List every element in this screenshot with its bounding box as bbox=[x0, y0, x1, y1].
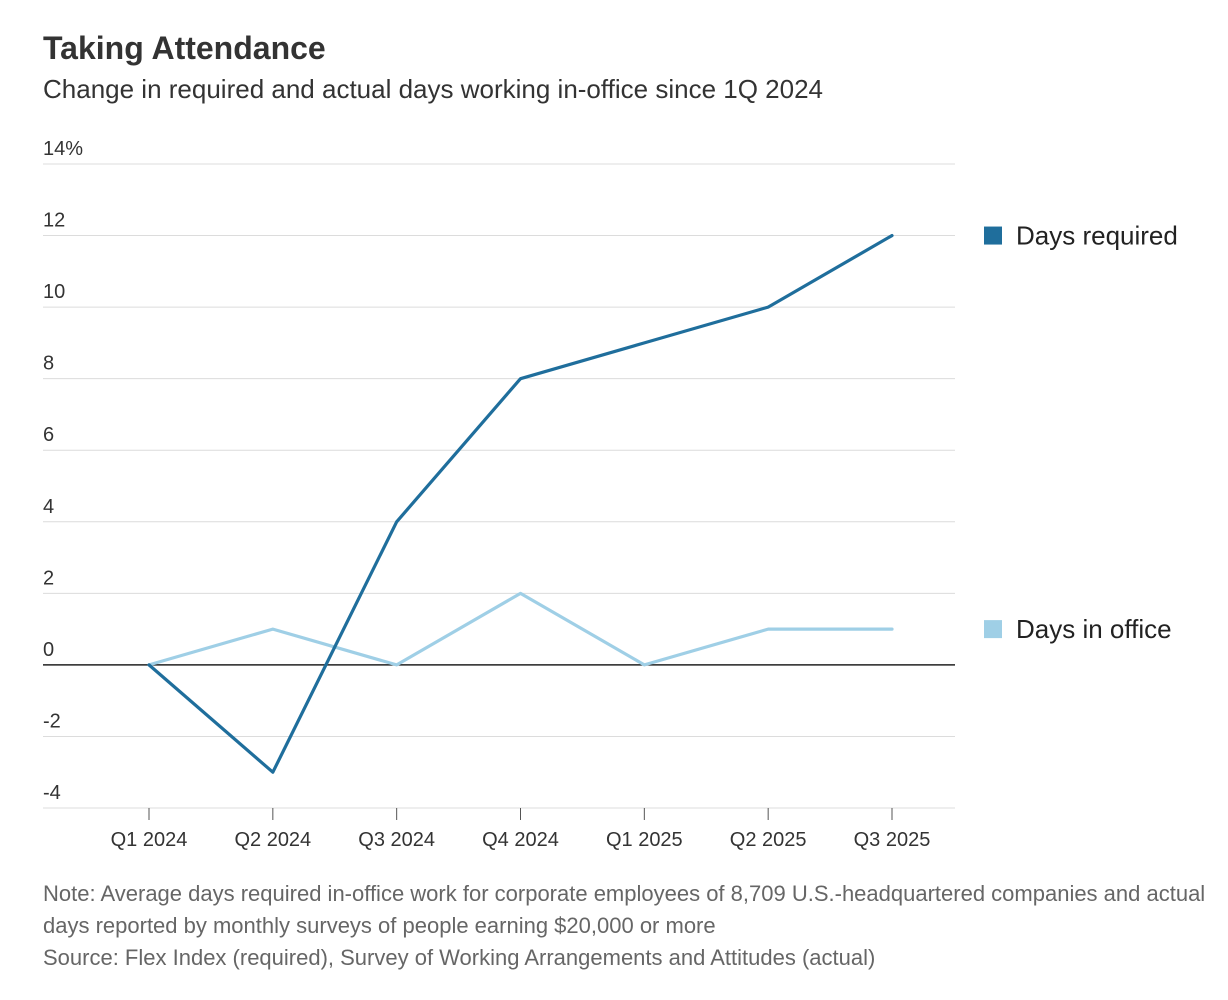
y-tick-label: 4 bbox=[43, 496, 54, 518]
source-text: Source: Flex Index (required), Survey of… bbox=[43, 945, 876, 970]
line-chart: -4 -2 0 2 4 6 8 10 12 14% Q1 2024 Q2 2024 Q3 2024 Q4… bbox=[43, 138, 1178, 851]
y-axis-ticks: -4 -2 0 2 4 6 8 10 12 14% bbox=[43, 138, 83, 804]
series-lines bbox=[147, 233, 894, 774]
y-tick-label: 8 bbox=[43, 353, 54, 375]
y-tick-label: 12 bbox=[43, 210, 65, 232]
x-tick-label: Q3 2024 bbox=[358, 829, 435, 851]
note-text: Note: Average days required in-office wo… bbox=[43, 881, 1206, 938]
series-line-days-required bbox=[147, 233, 894, 774]
x-axis: Q1 2024 Q2 2024 Q3 2024 Q4 2024 Q1 2025 Q2 20… bbox=[111, 808, 931, 851]
legend-swatch-days-required bbox=[984, 226, 1002, 245]
chart-subtitle: Change in required and actual days worki… bbox=[43, 74, 823, 104]
x-tick-label: Q3 2025 bbox=[854, 829, 931, 851]
chart-footnote: Note: Average days required in-office wo… bbox=[43, 878, 1213, 974]
x-tick-label: Q2 2024 bbox=[234, 829, 311, 851]
y-tick-label: -2 bbox=[43, 710, 61, 732]
series-line-days-in-office bbox=[147, 591, 894, 667]
y-tick-label: 10 bbox=[43, 281, 65, 303]
y-tick-label: 6 bbox=[43, 424, 54, 446]
chart-title: Taking Attendance bbox=[43, 30, 326, 66]
y-tick-label: 2 bbox=[43, 567, 54, 589]
legend-label-days-required: Days required bbox=[1016, 221, 1178, 251]
x-tick-label: Q1 2024 bbox=[111, 829, 188, 851]
x-tick-label: Q2 2025 bbox=[730, 829, 807, 851]
y-tick-label: 14% bbox=[43, 138, 83, 160]
legend-label-days-in-office: Days in office bbox=[1016, 614, 1172, 644]
legend: Days required Days in office bbox=[984, 221, 1178, 644]
y-tick-label: -4 bbox=[43, 782, 61, 804]
gridlines bbox=[43, 163, 955, 809]
x-tick-label: Q4 2024 bbox=[482, 829, 559, 851]
x-tick-label: Q1 2025 bbox=[606, 829, 683, 851]
legend-swatch-days-in-office bbox=[984, 620, 1002, 639]
y-tick-label: 0 bbox=[43, 639, 54, 661]
